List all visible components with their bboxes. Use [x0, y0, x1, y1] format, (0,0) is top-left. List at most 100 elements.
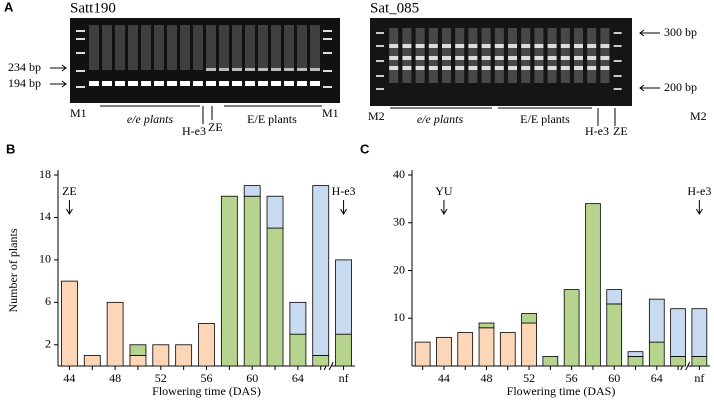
band	[468, 56, 478, 60]
band	[76, 38, 85, 40]
bar-segment	[61, 280, 78, 367]
band	[89, 81, 99, 86]
x-tick-label: 56	[566, 371, 578, 385]
annotation-arrow	[440, 200, 448, 215]
band	[76, 86, 85, 88]
bar-segment	[521, 322, 537, 367]
size-label: 194 bp	[8, 76, 41, 90]
band	[534, 56, 544, 60]
bar-segment	[129, 354, 147, 367]
band	[258, 68, 268, 71]
band	[442, 28, 451, 83]
band	[284, 25, 294, 70]
band	[613, 45, 622, 47]
gel-title: Sat_085	[370, 0, 419, 16]
annotation: YU	[435, 184, 453, 198]
bar-segment	[243, 195, 261, 367]
band	[271, 81, 281, 86]
band	[442, 66, 451, 70]
bar-segment	[542, 356, 559, 367]
band	[494, 66, 504, 70]
band	[245, 25, 255, 70]
band	[455, 66, 465, 70]
y-tick-label: 40	[393, 167, 405, 181]
lane-label: e/e plants	[417, 112, 464, 126]
lane-label: M2	[690, 109, 707, 123]
annotation-arrow	[340, 200, 348, 215]
band	[574, 28, 583, 83]
panel-label: A	[4, 0, 14, 14]
band	[574, 66, 583, 70]
bar-segment	[478, 322, 495, 329]
band	[534, 66, 544, 70]
band	[455, 44, 465, 48]
band	[115, 81, 125, 86]
band	[376, 60, 384, 62]
band	[547, 44, 557, 48]
band	[560, 56, 570, 60]
band	[587, 56, 597, 60]
band	[389, 44, 399, 48]
size-label: 300 bp	[664, 25, 697, 39]
band	[587, 66, 597, 70]
x-axis-title: Flowering time (DAS)	[152, 384, 261, 398]
bar-segment	[175, 344, 193, 367]
band	[468, 44, 478, 48]
band	[481, 56, 491, 60]
band	[232, 81, 242, 86]
band	[206, 81, 216, 86]
bar-segment	[198, 323, 215, 367]
band	[481, 44, 491, 48]
band	[521, 56, 531, 60]
band	[180, 81, 190, 86]
x-tick-label: 56	[201, 371, 213, 385]
band	[141, 25, 151, 70]
annotation: H-e3	[332, 184, 356, 198]
bar-segment	[106, 301, 124, 367]
band	[180, 25, 190, 70]
band	[154, 25, 164, 70]
y-axis-title: Number of plants	[6, 228, 20, 312]
gel-bands	[76, 25, 622, 90]
band	[310, 81, 320, 86]
band	[415, 56, 425, 60]
band	[245, 81, 255, 86]
bar-segment	[457, 332, 474, 367]
band	[232, 68, 242, 71]
bar-segment	[129, 344, 147, 356]
band	[521, 28, 531, 83]
band	[219, 25, 229, 70]
bar-segment	[585, 203, 601, 367]
y-tick-label: 20	[393, 262, 405, 276]
annotation: H-e3	[687, 184, 711, 198]
annotation-arrow	[65, 200, 73, 215]
bar-segment	[83, 354, 101, 367]
bar-segment	[436, 336, 452, 367]
lane-label: E/E plants	[247, 112, 297, 126]
band	[560, 28, 570, 83]
band	[560, 44, 570, 48]
bar-segment	[563, 289, 580, 367]
band	[245, 68, 255, 71]
bar-segment	[606, 303, 623, 367]
band	[508, 44, 517, 48]
y-tick-label: 10	[39, 252, 51, 266]
band	[428, 28, 438, 83]
band	[76, 70, 85, 72]
band	[376, 32, 384, 34]
bar-segment	[152, 344, 170, 367]
lane-label: ZE	[613, 124, 628, 138]
bar-segment	[478, 327, 495, 367]
band	[376, 88, 384, 90]
x-tick-label: 64	[651, 371, 663, 385]
band	[297, 81, 307, 86]
arrow	[50, 64, 67, 88]
band	[128, 25, 138, 70]
band	[574, 44, 583, 48]
band	[600, 44, 610, 48]
band	[115, 25, 125, 70]
band	[521, 66, 531, 70]
band	[232, 25, 242, 70]
band	[613, 60, 622, 62]
lane-label: ZE	[208, 120, 223, 134]
